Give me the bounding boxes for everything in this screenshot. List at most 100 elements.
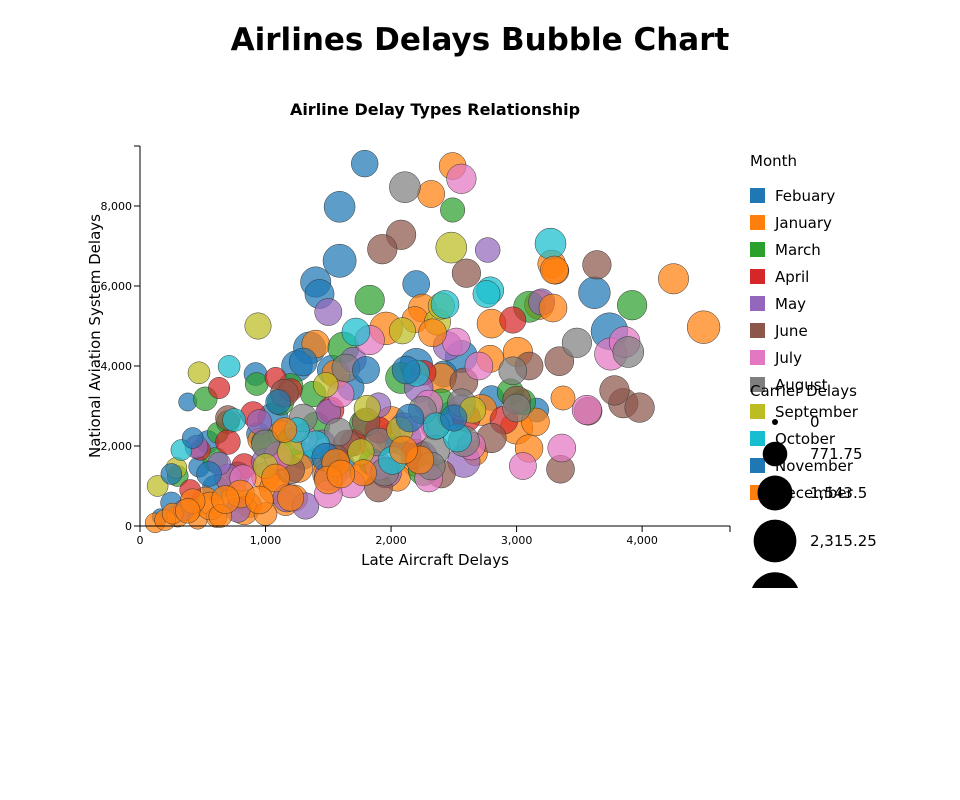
legend-swatch xyxy=(750,242,765,257)
bubble-october-3 xyxy=(430,290,460,319)
bubble-august-0 xyxy=(389,171,421,203)
bubble-june-0 xyxy=(582,250,612,280)
bubble-november-4 xyxy=(196,461,222,487)
size-legend-label: 2,315.25 xyxy=(810,532,877,550)
y-axis: 0 2,000 4,000 6,000 8,000 xyxy=(101,145,141,533)
legend-swatch xyxy=(750,404,765,419)
bubble-febuary-4 xyxy=(402,270,430,298)
bubble-november-2 xyxy=(160,463,183,485)
x-tick-label: 0 xyxy=(137,534,144,547)
x-tick-label: 4,000 xyxy=(626,534,658,547)
legend-label: October xyxy=(775,430,836,448)
bubble-june-4 xyxy=(544,346,575,376)
legend-swatch xyxy=(750,431,765,446)
legend-item-september: September xyxy=(750,403,859,421)
bubble-october-0 xyxy=(534,227,567,260)
bubble-febuary-0 xyxy=(351,149,379,178)
bubble-july-5 xyxy=(509,452,537,480)
bubbles-layer xyxy=(144,149,721,533)
y-tick-label: 4,000 xyxy=(101,360,133,373)
bubble-december-8 xyxy=(245,485,274,515)
legend-label: August xyxy=(775,376,828,394)
size-legend-circle xyxy=(753,519,797,563)
bubble-march-3 xyxy=(354,284,385,316)
bubble-september-9 xyxy=(146,475,169,497)
bubble-febuary-1 xyxy=(323,191,356,223)
legend-item-july: July xyxy=(750,349,802,367)
bubble-august-10 xyxy=(324,417,353,447)
y-tick-label: 0 xyxy=(125,520,132,533)
bubble-august-1 xyxy=(561,327,592,358)
x-axis-title: Late Aircraft Delays xyxy=(361,551,509,569)
bubble-september-0 xyxy=(435,231,468,264)
size-legend-label: 771.75 xyxy=(810,445,863,463)
chart-title: Airline Delay Types Relationship xyxy=(290,100,580,119)
bubble-december-19 xyxy=(389,435,418,465)
legend-item-august: August xyxy=(750,376,828,394)
legend-label: May xyxy=(775,295,806,313)
bubble-march-1 xyxy=(617,290,648,321)
legend-item-november: November xyxy=(750,457,854,475)
bubble-august-2 xyxy=(612,336,645,368)
bubble-january-5 xyxy=(686,310,721,344)
y-tick-label: 8,000 xyxy=(101,200,133,213)
bubble-december-12 xyxy=(538,293,568,323)
bubble-march-0 xyxy=(440,197,466,223)
legend-swatch xyxy=(750,377,765,392)
color-legend-title: Month xyxy=(750,152,797,170)
bubble-november-3 xyxy=(440,404,468,432)
legend-label: March xyxy=(775,241,821,259)
legend-label: September xyxy=(775,403,859,421)
bubble-january-14 xyxy=(550,385,576,411)
legend-item-june: June xyxy=(750,322,808,340)
bubble-september-5 xyxy=(353,394,381,422)
bubble-june-2 xyxy=(367,234,398,265)
legend-swatch xyxy=(750,269,765,284)
size-legend-label: 0 xyxy=(810,413,820,431)
bubble-august-11 xyxy=(502,393,531,423)
size-legend-circle xyxy=(772,419,778,425)
bubble-april-11 xyxy=(215,429,241,455)
bubble-december-3 xyxy=(261,463,290,493)
legend-label: January xyxy=(774,214,832,232)
legend-swatch xyxy=(750,458,765,473)
bubble-december-15 xyxy=(277,484,305,512)
bubble-december-11 xyxy=(418,318,447,348)
bubble-febuary-2 xyxy=(322,243,357,278)
bubble-december-13 xyxy=(271,417,298,443)
x-axis: 0 1,000 2,000 3,000 4,000 xyxy=(137,525,731,547)
bubble-june-3 xyxy=(451,258,481,288)
x-tick-label: 1,000 xyxy=(250,534,282,547)
bubble-october-2 xyxy=(472,280,501,308)
size-legend-circle xyxy=(762,441,788,467)
legend-label: November xyxy=(775,457,854,475)
bubble-september-4 xyxy=(313,372,339,398)
bubble-september-2 xyxy=(388,317,416,345)
legend-swatch xyxy=(750,323,765,338)
bubble-december-18 xyxy=(326,459,356,489)
color-legend: Month Febuary January March April May June Jul… xyxy=(750,152,859,502)
bubble-november-0 xyxy=(391,355,421,385)
bubble-may-0 xyxy=(475,237,501,263)
legend-swatch xyxy=(750,188,765,203)
bubble-november-8 xyxy=(265,389,291,415)
legend-item-febuary: Febuary xyxy=(750,187,835,205)
bubble-december-10 xyxy=(540,255,569,285)
bubble-november-5 xyxy=(352,356,380,384)
bubble-june-6 xyxy=(624,392,655,423)
bubble-september-10 xyxy=(277,438,305,466)
bubble-march-19 xyxy=(244,372,269,396)
legend-item-october: October xyxy=(750,430,836,448)
bubble-july-4 xyxy=(571,394,602,426)
bubble-december-17 xyxy=(175,498,201,524)
legend-item-january: January xyxy=(750,214,832,232)
legend-label: April xyxy=(775,268,809,286)
bubble-december-16 xyxy=(211,485,240,514)
bubble-january-4 xyxy=(658,263,689,295)
legend-swatch xyxy=(750,296,765,311)
size-legend-label: 1,543.5 xyxy=(810,484,867,502)
x-tick-label: 2,000 xyxy=(375,534,407,547)
legend-label: June xyxy=(774,322,808,340)
x-tick-label: 3,000 xyxy=(501,534,533,547)
